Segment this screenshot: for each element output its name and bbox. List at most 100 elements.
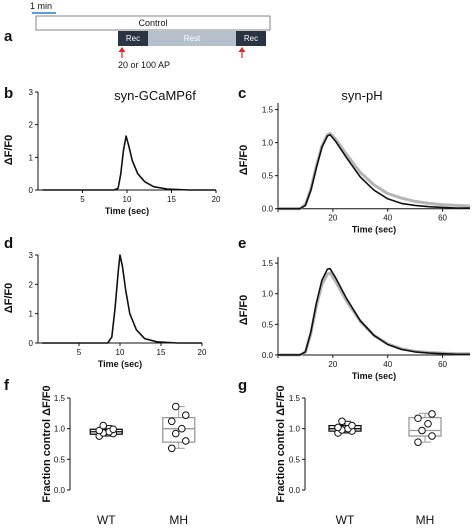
category-label: MH [416,513,435,527]
chart-c: 0.0 0.5 1.0 1.5 20 40 60 Time (sec) ΔF/F0 syn-pH [238,88,471,235]
x-tick-label: 40 [383,214,392,223]
trace-2 [278,133,470,210]
data-point [171,402,180,411]
y-tick-label: 0.0 [54,486,66,495]
x-tick-label: 20 [328,360,337,369]
data-point [418,426,426,435]
data-point [167,417,176,426]
stim-label: 20 or 100 AP [118,60,170,70]
stim-arrow-icon-1 [118,47,126,58]
y-tick-label: 0.0 [262,205,274,214]
y-tick-label: 1.0 [54,425,66,434]
chart-f: 0.0 0.5 1.0 1.5 WT MH Fraction control ΔF/F0 [41,385,196,527]
data-point [167,444,176,453]
x-tick-label: 60 [438,214,447,223]
y-tick-label: 1.0 [262,290,274,299]
x-tick-label: 40 [383,360,392,369]
y-tick-label: 0 [29,186,34,195]
y-tick-label: 1.0 [289,425,301,434]
y-tick-label: 0.0 [262,351,274,360]
data-point [171,429,180,438]
x-tick-label: 5 [77,348,82,357]
chart-title: syn-pH [341,88,382,103]
x-tick-label: 10 [123,195,132,204]
rec-label-1: Rec [126,34,140,43]
y-tick-label: 1.5 [54,394,66,403]
y-tick-label: 1.0 [262,139,274,148]
panel-label-c: c [238,85,246,102]
chart-title: syn-GCaMP6f [114,88,196,103]
box [162,416,196,443]
rest-label: Rest [184,34,201,43]
data-point [181,437,190,445]
rec-block-1 [118,31,148,46]
chart-g: 0.0 0.5 1.0 1.5 WT MH Fraction control ΔF/F0 [275,385,442,527]
rec-label-2: Rec [244,34,258,43]
trace-2 [278,267,470,356]
y-axis-label: ΔF/F0 [3,135,15,166]
box [408,416,442,437]
y-tick-label: 3 [29,251,34,260]
y-tick-label: 0.5 [262,172,274,181]
data-point [338,417,346,426]
stim-arrow-icon-2 [238,47,246,58]
x-tick-label: 15 [167,195,176,204]
panel-label-b: b [4,85,13,102]
x-axis-label: Time (sec) [352,225,396,235]
data-point [348,421,356,430]
panel-a: a 1 min Control Rec Rest Rec 20 or 100 A… [4,1,271,70]
x-axis-label: Time (sec) [105,206,149,216]
data-point [414,414,422,423]
trace-1 [42,254,202,344]
y-tick-label: 1 [29,153,34,162]
x-tick-label: 20 [212,195,221,204]
y-tick-label: 0 [29,339,34,348]
trace-1 [42,135,216,191]
x-tick-label: 10 [116,348,125,357]
y-tick-label: 0.0 [289,486,301,495]
y-axis-label: ΔF/F0 [3,283,15,314]
y-tick-label: 2 [29,280,34,289]
x-axis-label: Time (sec) [352,371,396,381]
trace-1 [278,131,471,211]
control-bar [35,15,271,31]
chart-b: 0 1 2 3 5 10 15 20 Time (sec) ΔF/F0 syn-GCaMP6f [3,88,221,216]
x-tick-label: 20 [198,348,207,357]
panel-label-g: g [238,377,247,394]
x-axis-label: Time (sec) [98,359,142,369]
x-tick-label: 60 [438,360,447,369]
category-label: MH [169,513,188,527]
data-point [428,432,436,440]
chart-e: 0.0 0.5 1.0 1.5 20 40 60 Time (sec) ΔF/F0 [238,257,470,381]
data-point [428,410,436,418]
data-point [334,423,342,432]
trace-1 [278,271,470,357]
y-tick-label: 1.5 [262,259,274,268]
rest-block [148,31,236,46]
y-tick-label: 1 [29,310,34,319]
x-tick-label: 15 [157,348,166,357]
y-tick-label: 0.5 [262,320,274,329]
data-point [99,421,108,430]
category-label: WT [97,513,116,527]
data-point [95,426,104,435]
y-tick-label: 3 [29,88,34,97]
category-label: WT [336,513,355,527]
data-point [177,424,186,433]
panel-label-f: f [4,377,10,394]
panel-label-d: d [4,235,13,252]
y-tick-label: 1.5 [289,394,301,403]
chart-d: 0 1 2 3 5 10 15 20 Time (sec) ΔF/F0 [3,251,207,369]
y-tick-label: 2 [29,121,34,130]
y-axis-label: Fraction control ΔF/F0 [41,385,53,502]
x-tick-label: 20 [328,214,337,223]
y-tick-label: 0.5 [289,455,301,464]
y-tick-label: 1.5 [262,106,274,115]
y-axis-label: ΔF/F0 [238,145,250,176]
data-point [109,425,118,434]
x-tick-label: 5 [80,195,85,204]
rec-block-2 [236,31,266,46]
panel-label-e: e [238,235,246,252]
